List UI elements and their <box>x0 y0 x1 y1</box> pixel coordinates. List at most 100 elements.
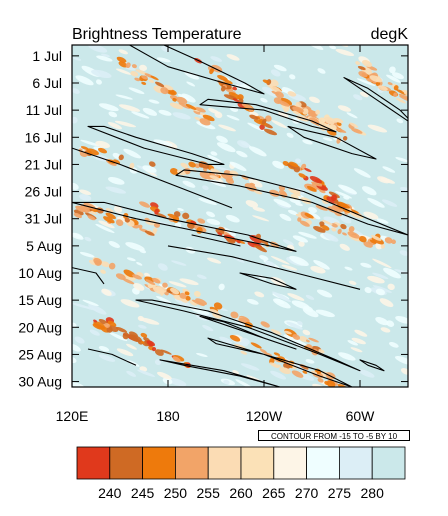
cloud-patch <box>367 197 385 208</box>
cloud-patch <box>302 139 313 145</box>
convection-patch <box>358 236 367 243</box>
convection-patch <box>351 128 363 134</box>
convection-patch <box>172 216 180 223</box>
convection-patch <box>257 115 265 120</box>
cloud-patch <box>235 379 253 387</box>
cloud-patch <box>120 299 140 308</box>
convection-patch <box>292 110 301 115</box>
convection-patch <box>164 291 169 296</box>
cloud-patch <box>179 278 199 286</box>
convection-patch <box>217 232 223 236</box>
y-tick-label: 11 Jul <box>26 102 62 118</box>
cloud-patch <box>156 57 171 63</box>
cloud-patch <box>126 257 136 262</box>
convection-patch <box>348 208 359 214</box>
convection-patch <box>86 148 99 156</box>
convection-patch <box>209 309 220 315</box>
convection-patch <box>152 229 157 235</box>
cloud-patch <box>144 272 151 278</box>
colorbar-swatch <box>174 446 209 480</box>
cloud-patch <box>383 267 401 279</box>
cloud-patch <box>114 120 137 128</box>
convection-patch <box>182 212 190 220</box>
cloud-patch <box>287 293 305 301</box>
cloud-patch <box>348 280 357 285</box>
cloud-patch <box>223 379 230 385</box>
convection-patch <box>173 211 181 217</box>
cloud-patch <box>118 104 141 112</box>
convection-patch <box>292 334 301 340</box>
cloud-patch <box>137 315 145 322</box>
convection-patch <box>324 117 335 125</box>
convection-patch <box>145 279 156 286</box>
cloud-patch <box>79 194 92 201</box>
cloud-patch <box>389 66 396 74</box>
cloud-patch <box>108 240 120 249</box>
cloud-patch <box>283 334 303 344</box>
convection-patch <box>275 91 284 99</box>
cloud-patch <box>233 256 245 263</box>
chart-units: degK <box>370 26 408 43</box>
contour-line <box>191 234 241 247</box>
convection-patch <box>118 154 124 161</box>
convection-patch <box>107 320 117 327</box>
contour-line <box>167 245 361 290</box>
convection-patch <box>185 103 197 111</box>
convection-patch <box>334 118 344 124</box>
convection-patch <box>292 106 304 113</box>
cloud-patch <box>96 55 113 62</box>
cloud-patch <box>108 111 118 118</box>
contour-line <box>87 125 225 165</box>
convection-patch <box>291 370 304 378</box>
convection-patch <box>261 118 267 125</box>
convection-patch <box>124 217 130 223</box>
cloud-patch <box>308 212 321 220</box>
convection-patch <box>104 322 110 328</box>
cloud-patch <box>295 158 302 164</box>
convection-patch <box>141 75 148 80</box>
convection-patch <box>170 168 179 175</box>
cloud-patch <box>376 218 389 224</box>
convection-patch <box>393 92 398 97</box>
cloud-patch <box>181 93 196 103</box>
y-axis: 1 Jul 6 Jul 11 Jul 16 Jul 21 Jul 26 Jul 31 Jul… <box>18 48 408 390</box>
colorbar-swatch <box>338 446 373 480</box>
convection-patch <box>262 79 270 84</box>
convection-patch <box>295 101 302 107</box>
convection-patch <box>178 102 191 109</box>
convection-patch <box>230 311 239 319</box>
convection-patch <box>332 205 344 212</box>
convection-patch <box>236 239 241 244</box>
cloud-patch <box>358 369 375 378</box>
colorbar: 240 245 250 255 260 265 270 275 280 <box>76 446 406 501</box>
x-tick-label: 120E <box>56 408 89 424</box>
convection-patch <box>166 89 175 95</box>
cloud-patch <box>206 218 221 226</box>
convection-patch <box>306 185 317 192</box>
cloud-patch <box>116 68 132 75</box>
cloud-patch <box>329 45 337 50</box>
convection-patch <box>342 136 348 141</box>
cloud-patch <box>79 251 95 258</box>
cloud-patch <box>270 255 290 265</box>
colorbar-swatch <box>109 446 144 480</box>
cloud-patch <box>101 288 112 296</box>
cloud-patch <box>131 111 150 119</box>
cloud-patch <box>291 300 310 310</box>
convection-patch <box>342 208 351 213</box>
cloud-patch <box>316 289 333 298</box>
convection-patch <box>279 367 291 375</box>
cloud-patch <box>172 112 191 120</box>
cloud-patch <box>206 178 227 188</box>
convection-patch <box>188 161 196 168</box>
convection-patch <box>222 79 233 84</box>
convection-patch <box>134 77 141 82</box>
convection-patch <box>305 339 310 343</box>
convection-patch <box>108 325 119 333</box>
cloud-patch <box>113 205 123 213</box>
cloud-patch <box>206 211 216 218</box>
cloud-patch <box>338 352 356 361</box>
cloud-patch <box>362 186 377 196</box>
contour-note: CONTOUR FROM -15 TO -5 BY 10 <box>258 430 410 441</box>
convection-patch <box>180 162 189 169</box>
